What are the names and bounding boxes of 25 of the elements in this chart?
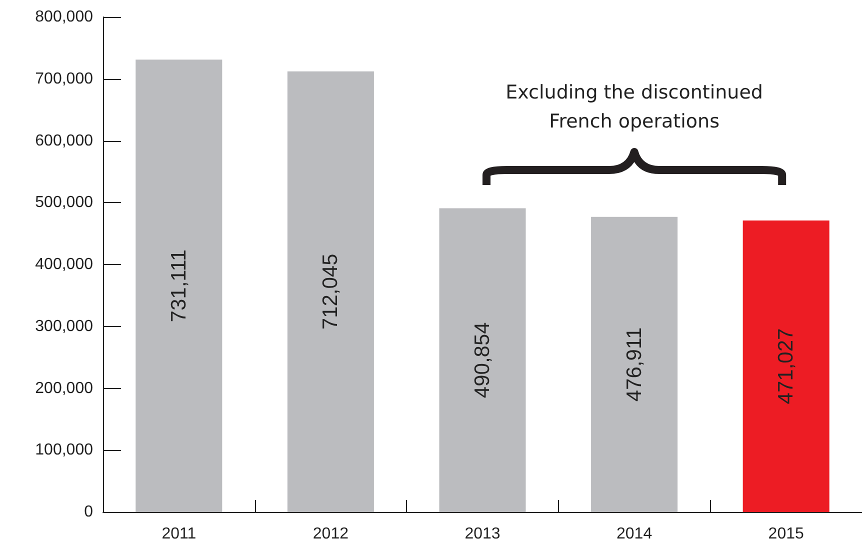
bar [439, 208, 526, 512]
bar [136, 60, 222, 512]
annotation: Excluding the discontinued French operations [506, 82, 763, 132]
x-tick-label: 2011 [162, 526, 196, 542]
bar [742, 220, 830, 512]
y-tick-label: 500,000 [35, 194, 94, 212]
data-label: 712,045 [319, 254, 342, 330]
bar [287, 71, 374, 512]
x-tick-label: 2012 [312, 526, 349, 542]
y-tick-label: 0 [84, 504, 94, 520]
bar [591, 216, 678, 512]
y-tick-label: 600,000 [35, 132, 94, 150]
y-tick-label: 100,000 [35, 442, 94, 459]
data-label: 476,911 [622, 327, 646, 402]
y-tick-label: 200,000 [35, 380, 94, 397]
y-tick-label: 400,000 [35, 256, 94, 273]
x-tick-label: 2015 [768, 526, 804, 542]
data-label: 731,111 [167, 249, 190, 322]
y-tick-label: 300,000 [35, 318, 94, 335]
x-tick-label: 2013 [464, 526, 500, 542]
x-tick-label: 2014 [616, 526, 652, 542]
data-label: 471,027 [774, 328, 798, 404]
y-tick-label: 800,000 [35, 8, 94, 26]
y-tick-label: 700,000 [35, 70, 94, 88]
data-label: 490,854 [471, 322, 494, 398]
